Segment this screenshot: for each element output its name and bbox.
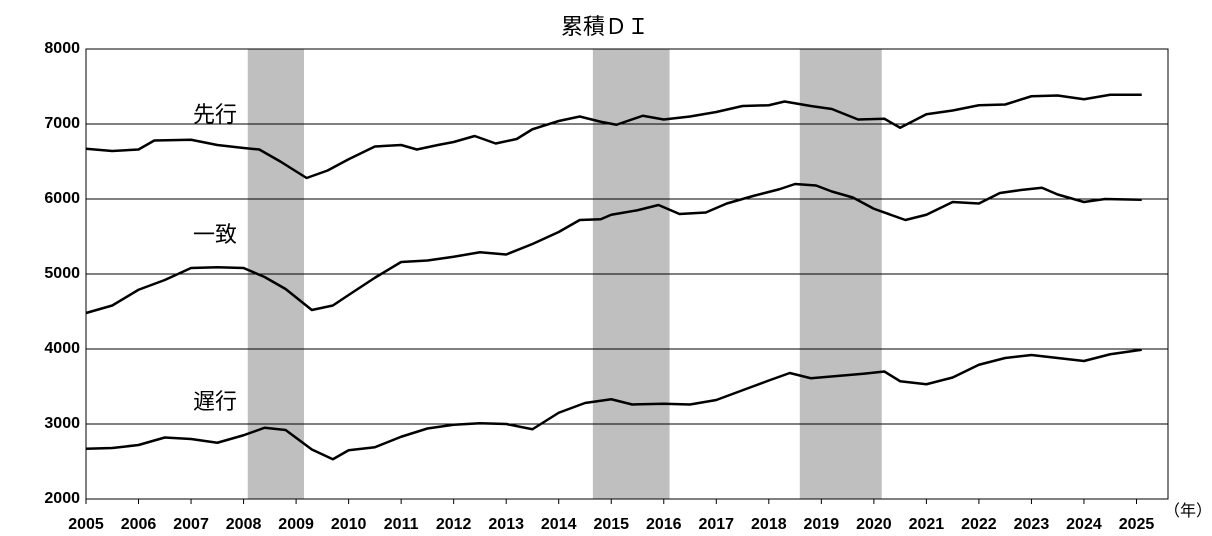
- x-tick-label: 2012: [436, 516, 472, 533]
- y-tick-label: 3000: [44, 415, 80, 432]
- x-tick-label: 2023: [1014, 516, 1050, 533]
- series-line: [85, 182, 1142, 315]
- x-tick-label: 2009: [278, 516, 314, 533]
- y-tick-label: 6000: [44, 190, 80, 207]
- series-line: [85, 93, 1142, 180]
- x-tick-label: 2016: [646, 516, 682, 533]
- x-tick-label: 2015: [593, 516, 629, 533]
- x-tick-label: 2005: [68, 516, 104, 533]
- x-tick-label: 2013: [488, 516, 524, 533]
- y-tick-label: 7000: [44, 115, 80, 132]
- y-tick-label: 2000: [44, 490, 80, 507]
- series-line: [85, 348, 1142, 461]
- x-tick-label: 2019: [804, 516, 840, 533]
- x-tick-label: 2018: [751, 516, 787, 533]
- x-tick-label: 2014: [541, 516, 577, 533]
- series-label: 先行: [193, 102, 237, 127]
- x-tick-label: 2007: [173, 516, 209, 533]
- x-tick-label: 2011: [384, 516, 419, 533]
- chart-title: 累積ＤＩ: [561, 14, 649, 39]
- x-tick-label: 2008: [226, 516, 262, 533]
- series-label: 一致: [193, 222, 237, 247]
- x-tick-label: 2020: [856, 516, 892, 533]
- x-tick-label: 2021: [909, 516, 945, 533]
- series-label: 遅行: [193, 389, 237, 414]
- y-tick-label: 4000: [44, 340, 80, 357]
- x-tick-label: 2017: [698, 516, 734, 533]
- y-tick-label: 8000: [44, 40, 80, 57]
- x-tick-label: 2022: [961, 516, 997, 533]
- y-tick-label: 5000: [44, 265, 80, 282]
- x-tick-label: 2006: [121, 516, 157, 533]
- x-axis-label: （年）: [1164, 502, 1212, 520]
- x-tick-label: 2024: [1066, 516, 1102, 533]
- plot-frame: [85, 48, 1169, 500]
- x-tick-label: 2025: [1119, 516, 1155, 533]
- x-tick-label: 2010: [331, 516, 367, 533]
